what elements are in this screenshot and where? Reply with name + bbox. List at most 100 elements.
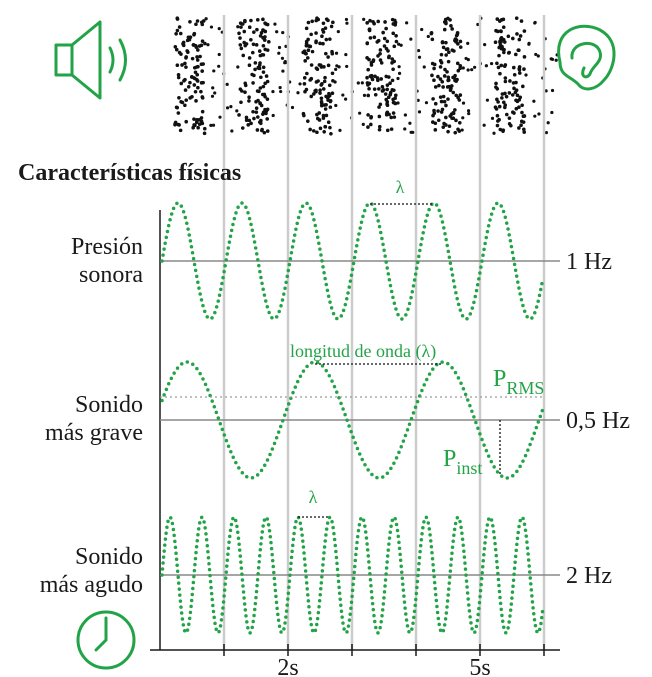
particle	[366, 93, 371, 98]
particle	[239, 100, 243, 105]
particle	[330, 51, 335, 56]
particle	[175, 17, 180, 21]
particle	[501, 100, 506, 105]
particle	[256, 115, 260, 119]
particle	[522, 29, 527, 33]
particle	[250, 72, 254, 77]
particle	[501, 129, 505, 133]
particle	[344, 52, 348, 57]
particle	[444, 53, 448, 57]
particle	[365, 41, 370, 45]
particle	[451, 116, 456, 121]
particle	[508, 79, 512, 83]
particle	[511, 65, 516, 70]
particle	[495, 97, 499, 102]
particle	[305, 56, 310, 60]
particle	[519, 19, 524, 23]
particle	[309, 76, 314, 81]
particle	[190, 56, 195, 61]
particle	[310, 19, 314, 24]
particle	[264, 74, 269, 78]
particle	[432, 62, 437, 67]
particle	[384, 46, 389, 51]
particle	[258, 34, 263, 38]
particle	[507, 91, 512, 95]
particle	[217, 52, 221, 57]
particle	[495, 113, 500, 118]
particle	[254, 110, 259, 114]
particle	[376, 54, 380, 58]
particle	[296, 91, 300, 95]
particle	[199, 116, 204, 120]
particle	[254, 106, 259, 110]
particle	[440, 107, 445, 112]
particle	[377, 87, 381, 91]
particle	[436, 118, 441, 123]
particle	[258, 61, 262, 65]
particle	[183, 88, 188, 92]
particle	[437, 83, 441, 88]
particle	[446, 97, 450, 101]
particle	[328, 105, 333, 109]
particle	[378, 48, 383, 52]
particle	[554, 58, 558, 62]
particle	[371, 58, 376, 62]
particle	[243, 90, 247, 95]
particle	[517, 37, 522, 42]
particle	[503, 76, 508, 80]
particle	[498, 127, 503, 132]
particle	[495, 61, 499, 66]
particle	[500, 92, 505, 96]
particle	[416, 98, 420, 102]
particle	[186, 84, 191, 89]
particle	[383, 92, 388, 96]
particle	[515, 93, 520, 98]
particle	[504, 112, 509, 117]
particle	[249, 37, 253, 42]
particle	[408, 121, 412, 125]
particle	[534, 52, 538, 57]
rms-sub: RMS	[506, 378, 544, 398]
particle	[238, 43, 243, 47]
time-grid	[222, 15, 546, 656]
particle	[180, 63, 184, 67]
particle	[388, 92, 393, 97]
particle	[327, 93, 332, 98]
particle	[392, 59, 396, 64]
particle	[517, 126, 521, 130]
particle	[403, 127, 407, 131]
particle	[199, 81, 204, 85]
particle	[391, 31, 396, 36]
particle	[303, 89, 307, 94]
particle	[511, 36, 515, 41]
particle	[283, 59, 287, 64]
particle	[367, 86, 371, 91]
particle	[176, 75, 181, 80]
particle	[394, 39, 399, 44]
inst-label: Pinst	[443, 446, 482, 478]
particle	[255, 18, 260, 22]
particle	[512, 86, 516, 91]
particle	[313, 89, 317, 93]
particle	[212, 69, 216, 73]
particle	[192, 31, 197, 36]
particle	[281, 30, 285, 35]
particle	[319, 96, 324, 101]
particle	[261, 53, 266, 57]
particle	[498, 71, 502, 76]
particle	[306, 37, 310, 42]
particle	[495, 86, 500, 91]
particle	[521, 84, 525, 89]
particle	[304, 41, 309, 46]
particle	[366, 113, 370, 117]
particle	[522, 130, 527, 134]
particle	[466, 41, 470, 45]
particle	[257, 49, 262, 53]
particle	[319, 103, 324, 108]
particle	[324, 51, 328, 56]
particle	[520, 103, 524, 108]
particle	[196, 125, 200, 130]
particle	[368, 74, 373, 78]
particle	[202, 126, 207, 131]
particle	[176, 122, 181, 127]
